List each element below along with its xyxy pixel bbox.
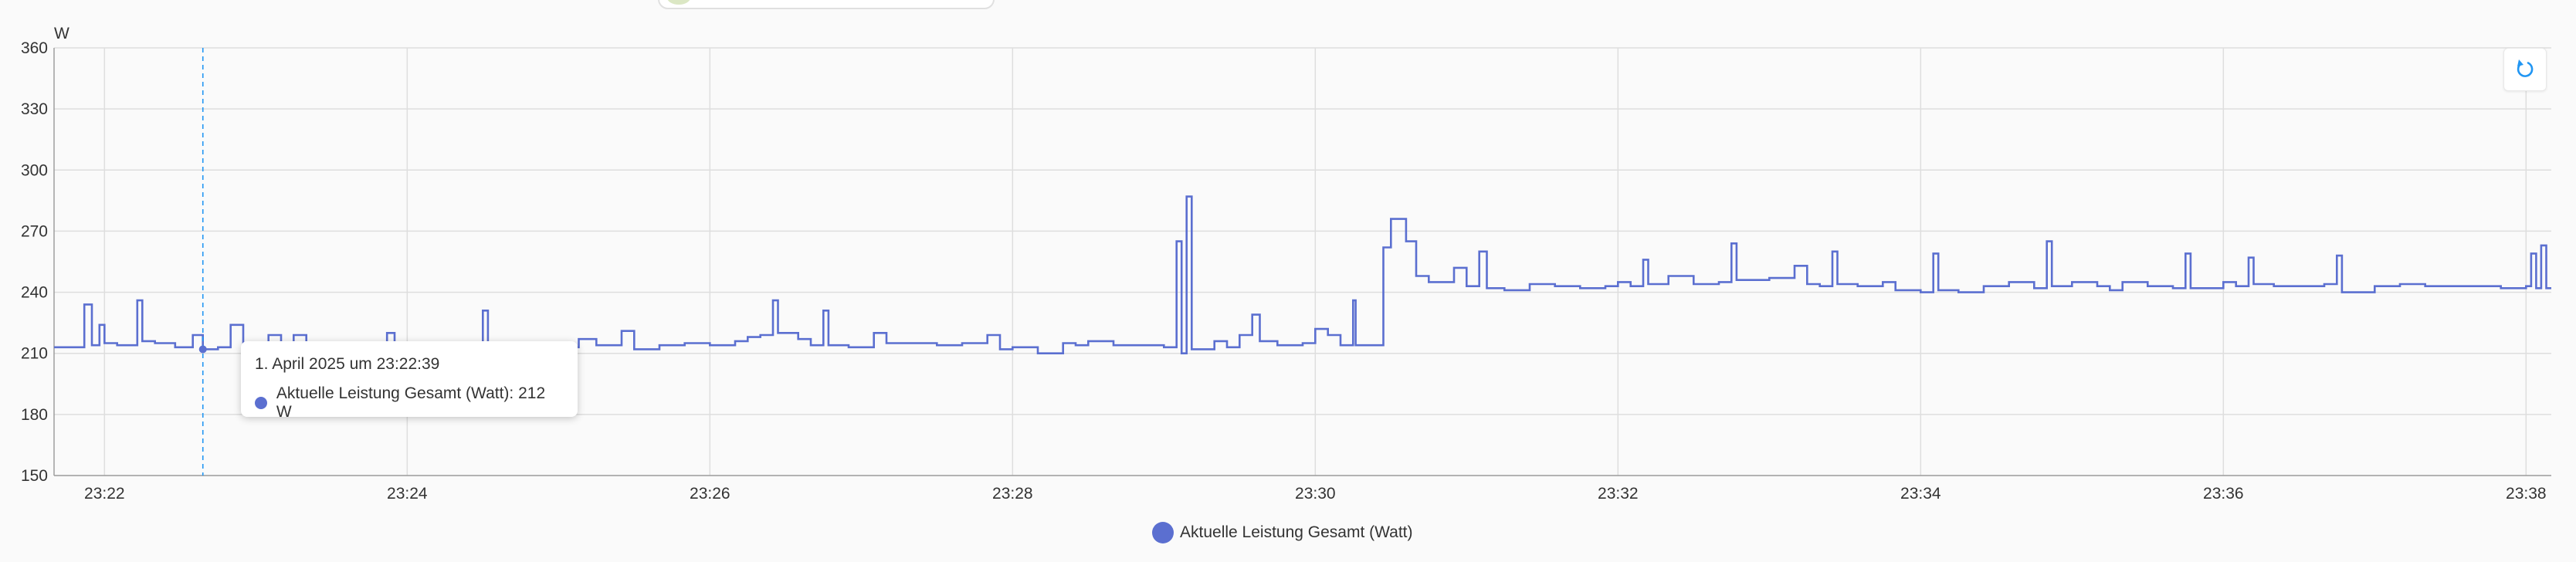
x-tick-label: 23:22 bbox=[84, 485, 125, 503]
x-tick-label: 23:36 bbox=[2203, 485, 2244, 503]
x-tick-label: 23:32 bbox=[1598, 485, 1639, 503]
x-tick-label: 23:28 bbox=[992, 485, 1033, 503]
y-tick-label: 150 bbox=[21, 467, 48, 485]
tooltip-value: Aktuelle Leistung Gesamt (Watt): 212 W bbox=[276, 384, 546, 421]
y-tick-label: 240 bbox=[21, 284, 48, 302]
chart-legend[interactable]: Aktuelle Leistung Gesamt (Watt) bbox=[1152, 522, 1413, 543]
chart-axes: 150 180 210 240 270 300 330 360 23:22 23:24 23:26 2… bbox=[21, 39, 2551, 503]
x-tick-label: 23:38 bbox=[2506, 485, 2547, 503]
tooltip-row: Aktuelle Leistung Gesamt (Watt): 212 W bbox=[255, 384, 564, 422]
x-tick-label: 23:34 bbox=[1900, 485, 1941, 503]
y-tick-label: 330 bbox=[21, 100, 48, 118]
legend-label: Aktuelle Leistung Gesamt (Watt) bbox=[1180, 523, 1413, 541]
y-tick-label: 210 bbox=[21, 345, 48, 363]
chip-indicator-icon bbox=[667, 0, 690, 5]
y-tick-label: 180 bbox=[21, 406, 48, 424]
y-tick-label: 270 bbox=[21, 222, 48, 240]
x-tick-label: 23:26 bbox=[690, 485, 730, 503]
tooltip-series-marker bbox=[255, 397, 267, 409]
y-axis-unit-label: W bbox=[54, 25, 69, 42]
y-tick-label: 300 bbox=[21, 161, 48, 179]
x-tick-label: 23:30 bbox=[1295, 485, 1336, 503]
series-line bbox=[54, 195, 2551, 354]
reset-zoom-button[interactable] bbox=[2503, 48, 2547, 91]
chart-overlay bbox=[198, 48, 207, 476]
tooltip-title: 1. April 2025 um 23:22:39 bbox=[255, 355, 440, 373]
x-tick-label: 23:24 bbox=[387, 485, 428, 503]
chart-series bbox=[54, 195, 2551, 354]
reset-zoom-icon bbox=[2517, 59, 2534, 77]
crosshair-point bbox=[198, 345, 207, 354]
legend-swatch bbox=[1152, 522, 1174, 543]
y-tick-label: 360 bbox=[21, 39, 48, 57]
chart-tooltip: 1. April 2025 um 23:22:39 Aktuelle Leist… bbox=[241, 341, 578, 421]
